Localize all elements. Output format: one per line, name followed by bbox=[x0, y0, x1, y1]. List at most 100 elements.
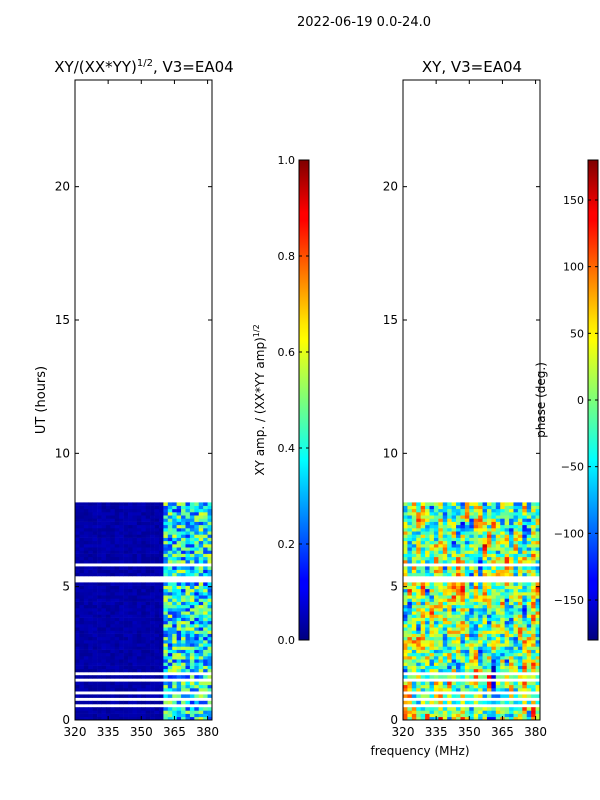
right-heatmap-cell bbox=[509, 585, 514, 590]
right-heatmap-cell bbox=[491, 656, 497, 660]
right-heatmap-cell bbox=[495, 601, 501, 606]
right-heatmap-cell bbox=[433, 550, 439, 554]
left-heatmap-cell bbox=[123, 537, 129, 542]
left-heatmap-cell bbox=[198, 659, 204, 663]
left-heatmap-cell bbox=[158, 649, 164, 654]
left-heatmap-cell bbox=[119, 688, 124, 692]
left-panel-title: XY/(XX*YY)1/2, V3=EA04 bbox=[54, 58, 233, 76]
right-heatmap-cell bbox=[500, 710, 505, 714]
left-heatmap-cell bbox=[97, 688, 102, 692]
left-heatmap-cell bbox=[141, 556, 147, 561]
right-heatmap-cell bbox=[509, 566, 514, 570]
right-heatmap-cell bbox=[456, 684, 461, 689]
left-heatmap-cell bbox=[141, 531, 147, 535]
right-heatmap-cell bbox=[429, 569, 435, 574]
left-heatmap-cell bbox=[136, 611, 142, 615]
right-heatmap-cell bbox=[456, 630, 461, 634]
right-heatmap-cell bbox=[500, 668, 505, 673]
right-heatmap-cell bbox=[438, 694, 444, 698]
right-heatmap-cell bbox=[482, 684, 488, 689]
left-heatmap-cell bbox=[167, 585, 173, 590]
left-heatmap-cell bbox=[132, 630, 138, 634]
right-heatmap-cell bbox=[478, 550, 483, 554]
right-heatmap-cell bbox=[500, 518, 505, 522]
right-heatmap-cell bbox=[517, 528, 523, 532]
left-heatmap-cell bbox=[123, 569, 129, 574]
left-heatmap-cell bbox=[132, 572, 138, 577]
right-heatmap-cell bbox=[407, 502, 413, 506]
left-heatmap-cell bbox=[158, 556, 164, 561]
left-heatmap-cell bbox=[207, 505, 212, 510]
left-heatmap-cell bbox=[132, 528, 138, 532]
left-heatmap-cell bbox=[145, 521, 151, 526]
left-heatmap-cell bbox=[132, 588, 138, 593]
right-heatmap-cell bbox=[526, 640, 532, 644]
right-heatmap-cell bbox=[411, 713, 417, 718]
left-xtick-label: 365 bbox=[163, 725, 186, 739]
right-heatmap-cell bbox=[456, 681, 461, 686]
left-heatmap-cell bbox=[172, 656, 177, 660]
right-heatmap-cell bbox=[473, 547, 479, 551]
left-heatmap-cell bbox=[154, 518, 160, 522]
left-heatmap-cell bbox=[114, 528, 120, 532]
left-heatmap-cell bbox=[154, 515, 160, 519]
right-heatmap-cell bbox=[473, 585, 479, 590]
left-heatmap-cell bbox=[185, 675, 191, 679]
right-heatmap-cell bbox=[464, 595, 470, 599]
right-heatmap-cell bbox=[526, 601, 532, 606]
left-heatmap-cell bbox=[88, 649, 93, 654]
right-heatmap-cell bbox=[425, 665, 430, 670]
left-heatmap-cell bbox=[136, 553, 142, 558]
right-heatmap-cell bbox=[473, 518, 479, 522]
left-heatmap-cell bbox=[163, 656, 169, 660]
right-heatmap-cell bbox=[433, 531, 439, 535]
right-heatmap-cell bbox=[535, 515, 540, 519]
right-heatmap-cell bbox=[535, 630, 540, 634]
right-heatmap-cell bbox=[442, 630, 448, 634]
left-heatmap-cell bbox=[172, 569, 177, 574]
right-heatmap-cell bbox=[451, 659, 457, 663]
right-heatmap-cell bbox=[460, 521, 466, 526]
right-heatmap-cell bbox=[504, 521, 510, 526]
right-heatmap-cell bbox=[429, 684, 435, 689]
right-heatmap-cell bbox=[451, 601, 457, 606]
left-heatmap-cell bbox=[158, 531, 164, 535]
right-heatmap-cell bbox=[500, 508, 505, 513]
left-heatmap-cell bbox=[167, 556, 173, 561]
right-heatmap-cell bbox=[456, 604, 461, 609]
left-heatmap-cell bbox=[185, 710, 191, 714]
right-heatmap-cell bbox=[456, 652, 461, 657]
right-heatmap-cell bbox=[473, 646, 479, 650]
right-heatmap-cell bbox=[425, 518, 430, 522]
left-heatmap-cell bbox=[203, 592, 208, 596]
left-heatmap-cell bbox=[167, 502, 173, 506]
right-heatmap-cell bbox=[403, 649, 408, 654]
right-heatmap-cell bbox=[403, 595, 408, 599]
right-heatmap-cell bbox=[526, 608, 532, 612]
right-heatmap-cell bbox=[460, 572, 466, 577]
right-heatmap-cell bbox=[420, 537, 426, 542]
right-heatmap-cell bbox=[500, 595, 505, 599]
left-heatmap-cell bbox=[97, 668, 102, 673]
right-heatmap-cell bbox=[513, 627, 519, 631]
right-heatmap-cell bbox=[473, 640, 479, 644]
left-heatmap-cell bbox=[203, 531, 208, 535]
right-heatmap-cell bbox=[482, 528, 488, 532]
right-heatmap-cell bbox=[429, 515, 435, 519]
right-heatmap-cell bbox=[526, 537, 532, 542]
left-heatmap-cell bbox=[167, 524, 173, 529]
right-heatmap-cell bbox=[491, 515, 497, 519]
left-heatmap-cell bbox=[203, 534, 208, 538]
left-heatmap-cell bbox=[119, 614, 124, 618]
right-heatmap-cell bbox=[416, 601, 421, 606]
left-heatmap-cell bbox=[189, 569, 195, 574]
left-heatmap-cell bbox=[128, 700, 133, 705]
left-heatmap-cell bbox=[75, 710, 80, 714]
left-heatmap-cell bbox=[145, 604, 151, 609]
left-heatmap-cell bbox=[132, 601, 138, 606]
left-heatmap-cell bbox=[198, 636, 204, 641]
left-heatmap-cell bbox=[123, 662, 129, 666]
right-heatmap-cell bbox=[526, 553, 532, 558]
right-heatmap-cell bbox=[420, 681, 426, 686]
left-heatmap-cell bbox=[203, 694, 208, 698]
